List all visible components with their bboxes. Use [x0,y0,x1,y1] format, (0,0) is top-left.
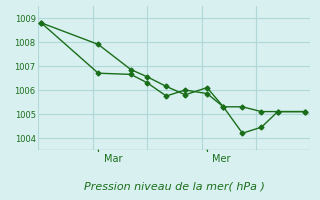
Text: Mer: Mer [212,154,231,164]
Text: Pression niveau de la mer( hPa ): Pression niveau de la mer( hPa ) [84,182,265,192]
Text: Mar: Mar [104,154,122,164]
